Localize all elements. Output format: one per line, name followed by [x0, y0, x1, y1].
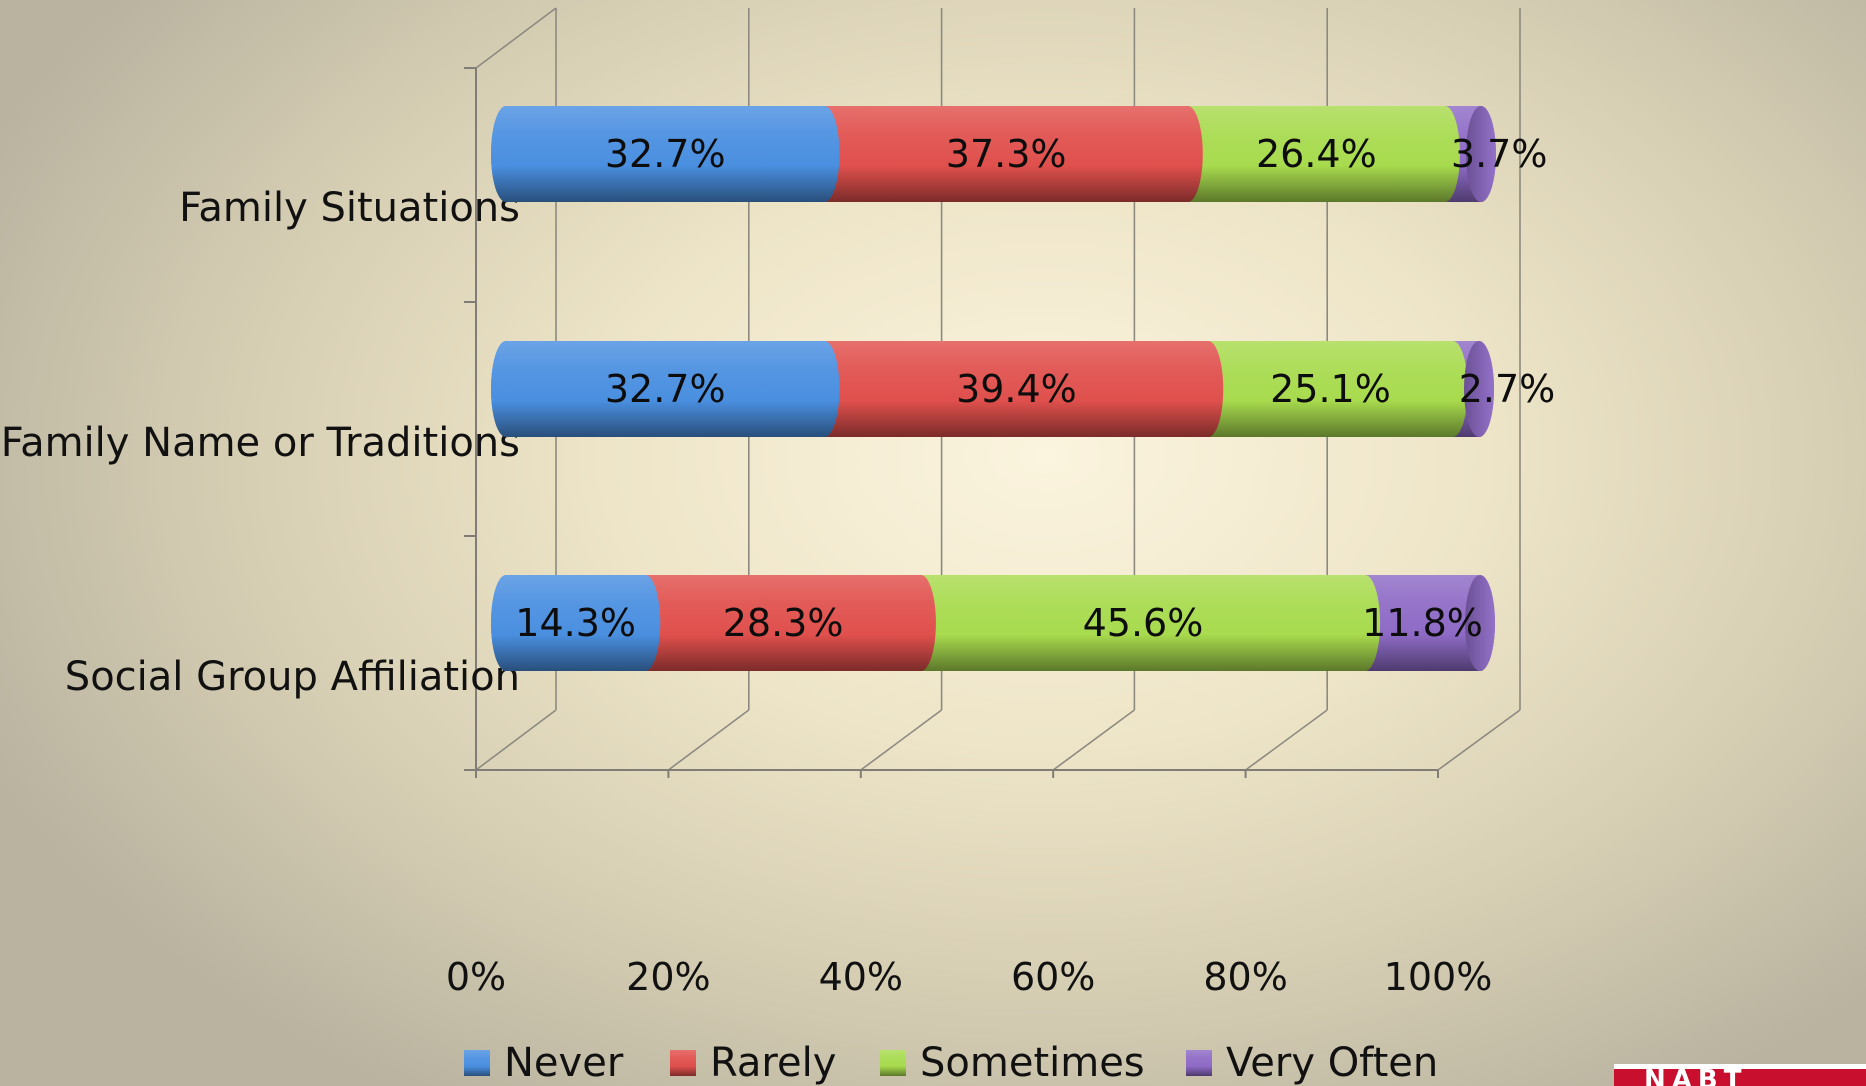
bar-never-family-situations	[491, 106, 840, 202]
legend-swatch	[1186, 1050, 1212, 1076]
bar-left-cap	[491, 341, 521, 437]
category-labels: Family Situations Family Name or Traditio…	[1, 185, 520, 700]
legend-swatch	[880, 1050, 906, 1076]
data-label-very-often-social-group-affiliation: 11.8%	[1362, 601, 1483, 645]
data-label-sometimes-family-name-or-traditions: 25.1%	[1270, 367, 1391, 411]
legend-label: Very Often	[1226, 1040, 1438, 1086]
bar-sometimes-family-situations	[1172, 106, 1460, 202]
legend-item-sometimes: Sometimes	[880, 1040, 1145, 1086]
legend: Never Rarely Sometimes Very Often	[464, 1040, 1438, 1086]
data-label-very-often-family-situations: 3.7%	[1451, 132, 1548, 176]
data-label-never-social-group-affiliation: 14.3%	[515, 601, 636, 645]
legend-swatch	[464, 1050, 490, 1076]
bar-rarely-social-group-affiliation	[630, 575, 936, 671]
legend-item-rarely: Rarely	[670, 1040, 836, 1086]
legend-item-very-often: Very Often	[1186, 1040, 1438, 1086]
bar-sometimes-family-name-or-traditions	[1193, 341, 1468, 437]
bar-left-cap	[491, 575, 521, 671]
logo: NABT	[1614, 1064, 1866, 1086]
bar-right-cap	[1465, 575, 1495, 671]
legend-swatch	[670, 1050, 696, 1076]
data-label-never-family-situations: 32.7%	[605, 132, 726, 176]
data-label-never-family-name-or-traditions: 32.7%	[605, 367, 726, 411]
logo-text: NABT	[1644, 1065, 1748, 1086]
data-labels: 32.7% 37.3% 26.4% 3.7% 32.7% 39.4% 25.1% 2.7% 14…	[515, 132, 1555, 645]
legend-label: Never	[504, 1040, 624, 1086]
x-tick-label: 100%	[1384, 955, 1493, 999]
x-tick-label: 80%	[1203, 955, 1287, 999]
category-label-family-situations: Family Situations	[179, 185, 520, 231]
x-tick-label: 0%	[446, 955, 506, 999]
bar-very-often-social-group-affiliation	[1350, 575, 1495, 671]
data-label-rarely-social-group-affiliation: 28.3%	[723, 601, 844, 645]
bar-never-social-group-affiliation	[491, 575, 661, 671]
bar-right-cap	[1465, 106, 1496, 202]
x-tick-label: 40%	[819, 955, 903, 999]
data-label-sometimes-family-situations: 26.4%	[1256, 132, 1377, 176]
data-label-sometimes-social-group-affiliation: 45.6%	[1083, 601, 1204, 645]
legend-label: Rarely	[710, 1040, 836, 1086]
bar-rarely-family-situations	[809, 106, 1203, 202]
x-tick-labels: 0% 20% 40% 60% 80% 100%	[446, 955, 1492, 999]
bar-right-cap	[1464, 341, 1495, 437]
bar-sometimes-social-group-affiliation	[905, 575, 1381, 671]
bar-never-family-name-or-traditions	[491, 341, 840, 437]
data-label-very-often-family-name-or-traditions: 2.7%	[1459, 367, 1556, 411]
category-label-social-group-affiliation: Social Group Affiliation	[65, 654, 520, 700]
x-tick-label: 20%	[626, 955, 710, 999]
chart-axes	[464, 67, 1439, 778]
bar-left-cap	[491, 106, 521, 202]
category-label-family-name-or-traditions: Family Name or Traditions	[1, 420, 520, 466]
bar-rarely-family-name-or-traditions	[809, 341, 1224, 437]
data-label-rarely-family-situations: 37.3%	[946, 132, 1067, 176]
data-label-rarely-family-name-or-traditions: 39.4%	[956, 367, 1077, 411]
legend-item-never: Never	[464, 1040, 624, 1086]
chart-bars	[491, 106, 1496, 671]
x-tick-label: 60%	[1011, 955, 1095, 999]
legend-label: Sometimes	[920, 1040, 1145, 1086]
